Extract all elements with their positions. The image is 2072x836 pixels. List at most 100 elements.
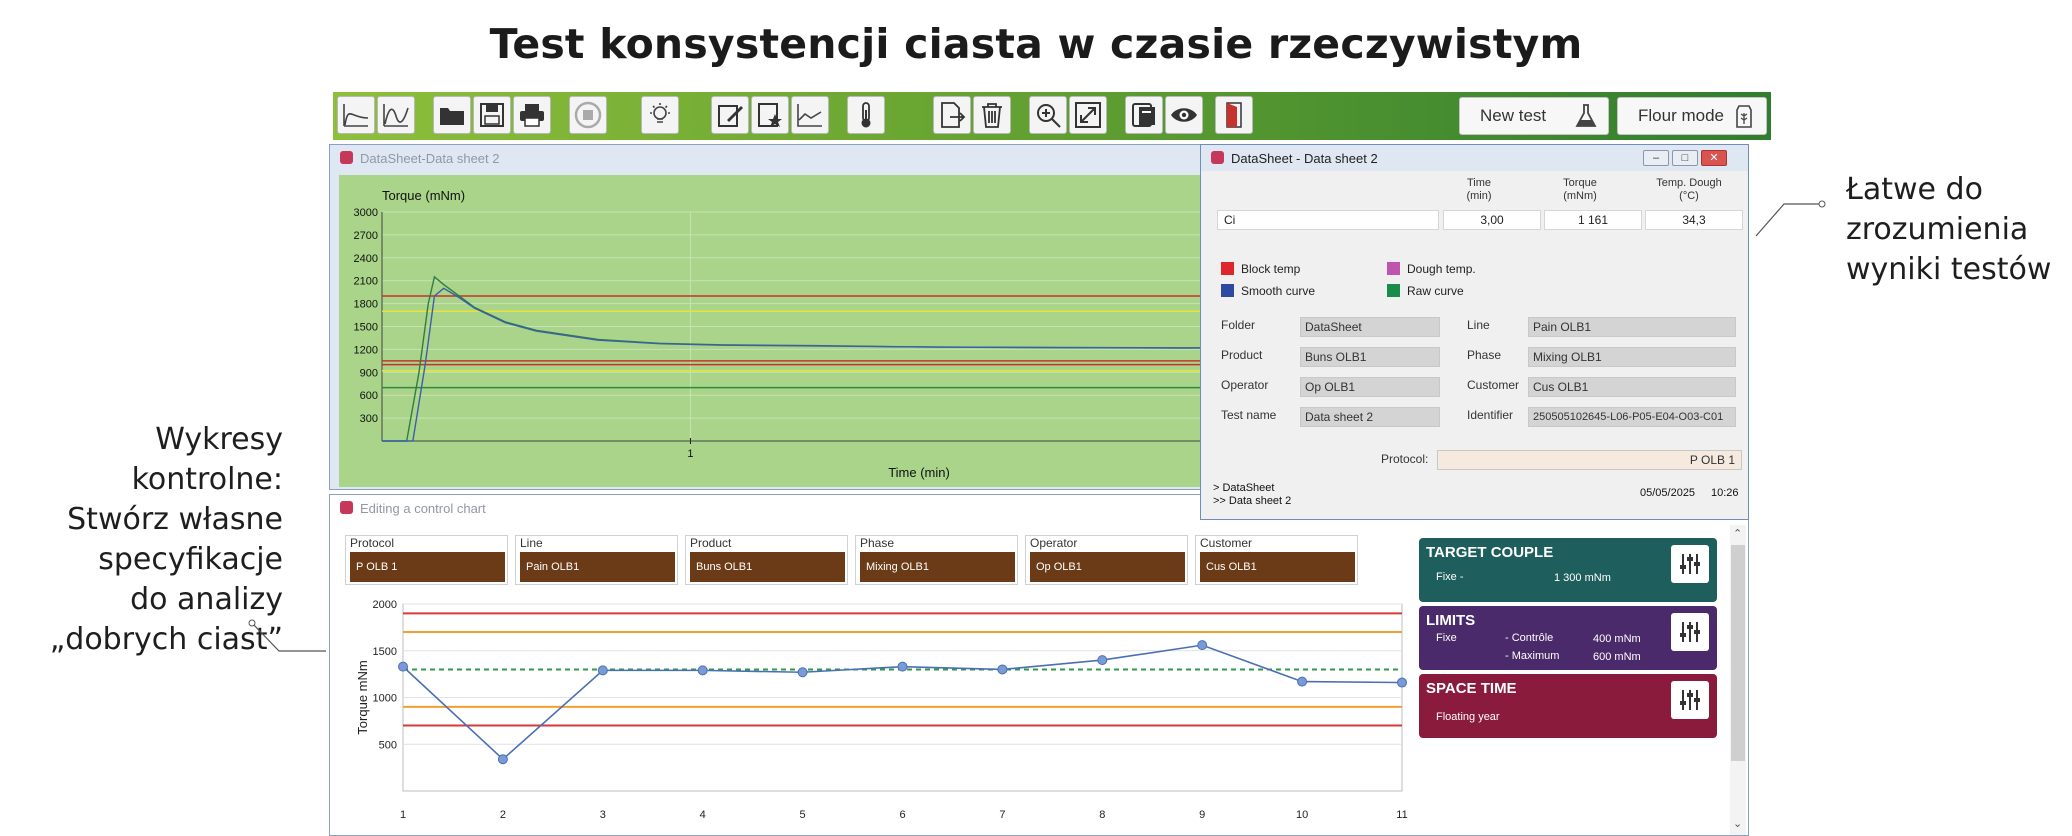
data-point <box>1197 640 1208 651</box>
legend-swatch-raw-curve[interactable] <box>1387 284 1400 297</box>
curve-button[interactable] <box>337 96 375 134</box>
star-edit-button[interactable] <box>751 96 789 134</box>
y-tick-label: 1500 <box>373 646 397 658</box>
exit-button[interactable] <box>1215 96 1253 134</box>
sliders-icon <box>1680 690 1700 710</box>
minimize-button[interactable]: – <box>1643 150 1669 166</box>
wave-curve-button[interactable] <box>377 96 415 134</box>
filter-value[interactable]: Cus OLB1 <box>1200 552 1355 582</box>
scroll-down-icon[interactable]: ⌄ <box>1733 818 1743 830</box>
breadcrumb-sheet[interactable]: >> Data sheet 2 <box>1213 495 1292 507</box>
protocol-value[interactable]: P OLB 1 <box>1437 450 1742 470</box>
filter-value[interactable]: P OLB 1 <box>350 552 505 582</box>
filter-product[interactable]: Product Buns OLB1 <box>685 535 848 585</box>
y-tick-label: 500 <box>379 739 397 751</box>
space-settings-button[interactable] <box>1671 681 1709 719</box>
scroll-up-icon[interactable]: ⌃ <box>1733 528 1743 540</box>
vertical-scrollbar[interactable]: ⌃ ⌄ <box>1730 525 1746 835</box>
x-tick-label: 3 <box>600 809 606 821</box>
col-header-line: Time <box>1466 177 1492 189</box>
datasheet-time: 10:26 <box>1711 487 1739 499</box>
info-label: Test name <box>1221 408 1277 422</box>
chart-button[interactable] <box>791 96 829 134</box>
bulb-button[interactable] <box>641 96 679 134</box>
y-tick-label: 1500 <box>354 322 378 334</box>
y-tick-label: 2100 <box>354 276 378 288</box>
filter-value[interactable]: Pain OLB1 <box>520 552 675 582</box>
filter-value[interactable]: Mixing OLB1 <box>860 552 1015 582</box>
legend-swatch-smooth-curve[interactable] <box>1221 284 1234 297</box>
limits-settings-button[interactable] <box>1671 613 1709 651</box>
value-torque: 1 161 <box>1544 210 1642 230</box>
legend-swatch-dough-temp[interactable] <box>1387 262 1400 275</box>
filter-value[interactable]: Buns OLB1 <box>690 552 845 582</box>
row-label: Ci <box>1217 210 1439 230</box>
info-label: Operator <box>1221 378 1269 392</box>
note-left-line: „dobrych ciast” <box>49 622 283 657</box>
open-folder-button[interactable] <box>433 96 471 134</box>
close-button[interactable]: ✕ <box>1701 150 1727 166</box>
scroll-thumb[interactable] <box>1731 545 1745 761</box>
export-button[interactable] <box>933 96 971 134</box>
edit-button[interactable] <box>711 96 749 134</box>
filter-operator[interactable]: Operator Op OLB1 <box>1025 535 1188 585</box>
thermometer-button[interactable] <box>847 96 885 134</box>
zoom-button[interactable] <box>1029 96 1067 134</box>
note-right-line: Łatwe do <box>1846 172 1983 207</box>
flour-bag-icon <box>1736 105 1752 128</box>
col-header-line: Temp. Dough <box>1656 177 1722 189</box>
view-button[interactable] <box>1165 96 1203 134</box>
col-header-unit: (min) <box>1466 190 1492 202</box>
flour-mode-button[interactable]: Flour mode <box>1617 97 1767 135</box>
target-settings-button[interactable] <box>1671 545 1709 583</box>
book-button[interactable] <box>1125 96 1163 134</box>
star-edit-icon <box>758 103 782 127</box>
card-title: TARGET COUPLE <box>1426 544 1554 561</box>
sliders-icon <box>1680 622 1700 642</box>
protocol-label: Protocol: <box>1381 452 1429 466</box>
info-label: Product <box>1221 348 1263 362</box>
y-tick-label: 2400 <box>354 253 378 265</box>
filter-value[interactable]: Op OLB1 <box>1030 552 1185 582</box>
trash-icon <box>982 103 1002 128</box>
save-button[interactable] <box>473 96 511 134</box>
fit-button[interactable] <box>1069 96 1107 134</box>
chart-window-titlebar: DataSheet-Data sheet 2 <box>330 145 1374 171</box>
y-tick-label: 900 <box>360 367 378 379</box>
col-header-unit: (mNm) <box>1563 190 1597 202</box>
controle-value: 400 mNm <box>1593 633 1641 645</box>
data-point <box>897 661 908 672</box>
zoom-icon <box>1037 104 1061 128</box>
print-button[interactable] <box>513 96 551 134</box>
delete-button[interactable] <box>973 96 1011 134</box>
filter-phase[interactable]: Phase Mixing OLB1 <box>855 535 1018 585</box>
datasheet-window: DataSheet - Data sheet 2 – □ ✕ Time (min)… <box>1200 144 1749 520</box>
page-headline: Test konsystencji ciasta w czasie rzeczy… <box>489 20 1583 68</box>
breadcrumb-folder[interactable]: > DataSheet <box>1213 482 1275 494</box>
filter-customer[interactable]: Customer Cus OLB1 <box>1195 535 1358 585</box>
data-point <box>497 754 508 765</box>
main-toolbar: New test Flour mode <box>333 92 1771 140</box>
col-header-temp: Temp. Dough (°C) <box>1639 177 1739 203</box>
col-header-time: Time (min) <box>1442 177 1516 203</box>
info-value: DataSheet <box>1300 317 1440 337</box>
controle-label: - Contrôle <box>1505 632 1554 644</box>
datasheet-titlebar: DataSheet - Data sheet 2 – □ ✕ <box>1201 145 1748 171</box>
filter-line[interactable]: Line Pain OLB1 <box>515 535 678 585</box>
filter-label: Protocol <box>350 536 395 550</box>
new-test-button[interactable]: New test <box>1459 97 1609 135</box>
y-tick-label: 300 <box>360 413 378 425</box>
info-label: Folder <box>1221 318 1256 332</box>
y-tick-label: 600 <box>360 390 378 402</box>
stop-button[interactable] <box>569 96 607 134</box>
legend-label: Block temp <box>1241 262 1301 276</box>
legend-swatch-block-temp[interactable] <box>1221 262 1234 275</box>
save-icon <box>480 103 504 127</box>
x-tick-label: 5 <box>800 809 806 821</box>
x-tick-label: 8 <box>1099 809 1105 821</box>
flour-mode-label: Flour mode <box>1638 106 1724 125</box>
info-label: Line <box>1467 318 1490 332</box>
restore-button[interactable]: □ <box>1672 150 1698 166</box>
filter-protocol[interactable]: Protocol P OLB 1 <box>345 535 508 585</box>
print-icon <box>520 104 544 127</box>
